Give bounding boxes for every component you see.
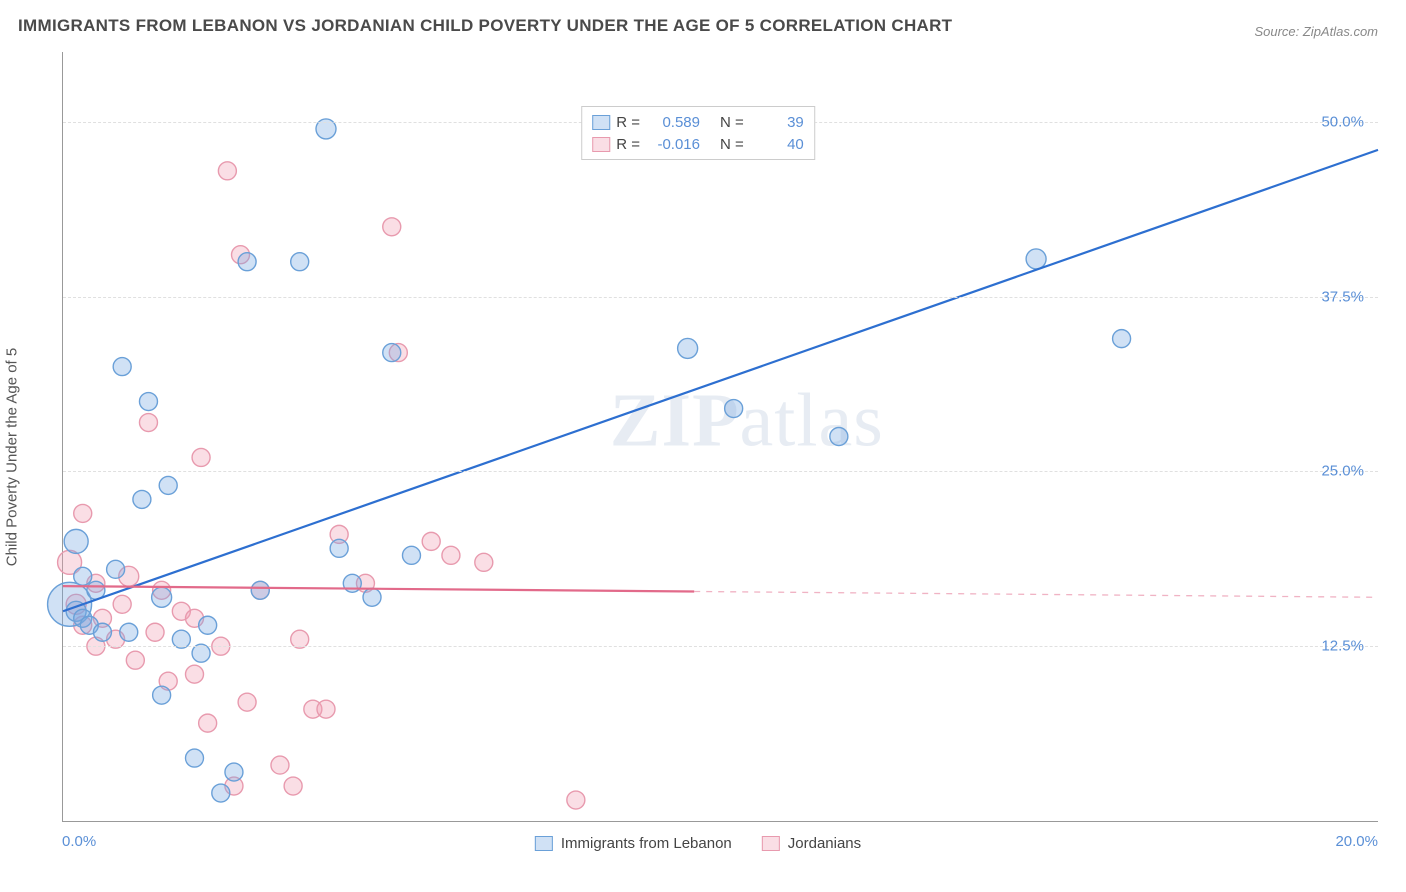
scatter-point xyxy=(1113,330,1131,348)
x-tick-min: 0.0% xyxy=(62,833,96,850)
scatter-point xyxy=(567,791,585,809)
scatter-point xyxy=(153,686,171,704)
legend-swatch-series-1 xyxy=(592,137,610,152)
scatter-point xyxy=(64,529,88,553)
n-value-series-1: 40 xyxy=(754,136,804,153)
scatter-point xyxy=(678,338,698,358)
legend-label-series-0: Immigrants from Lebanon xyxy=(561,835,732,852)
scatter-point xyxy=(139,414,157,432)
scatter-point xyxy=(218,162,236,180)
scatter-point xyxy=(225,763,243,781)
regression-line-extrapolated xyxy=(694,591,1378,597)
scatter-point xyxy=(199,714,217,732)
scatter-point xyxy=(383,344,401,362)
n-label: N = xyxy=(720,114,744,131)
legend-swatch-series-1 xyxy=(762,836,780,851)
r-value-series-0: 0.589 xyxy=(650,114,700,131)
scatter-point xyxy=(251,581,269,599)
scatter-point xyxy=(107,560,125,578)
scatter-point xyxy=(186,665,204,683)
y-tick-label: 37.5% xyxy=(1321,288,1364,305)
scatter-point xyxy=(113,595,131,613)
scatter-point xyxy=(422,532,440,550)
scatter-point xyxy=(238,693,256,711)
legend-item-series-1: Jordanians xyxy=(762,835,861,852)
scatter-point xyxy=(186,749,204,767)
y-tick-label: 50.0% xyxy=(1321,113,1364,130)
legend-swatch-series-0 xyxy=(535,836,553,851)
scatter-point xyxy=(1026,249,1046,269)
scatter-point xyxy=(152,587,172,607)
scatter-point xyxy=(271,756,289,774)
legend-row-series-0: R = 0.589 N = 39 xyxy=(592,111,804,133)
scatter-point xyxy=(442,546,460,564)
scatter-point xyxy=(74,504,92,522)
scatter-point xyxy=(113,358,131,376)
r-label: R = xyxy=(616,114,640,131)
scatter-point xyxy=(126,651,144,669)
scatter-point xyxy=(74,567,92,585)
legend-swatch-series-0 xyxy=(592,115,610,130)
chart-title: IMMIGRANTS FROM LEBANON VS JORDANIAN CHI… xyxy=(18,16,952,36)
scatter-point xyxy=(383,218,401,236)
legend-label-series-1: Jordanians xyxy=(788,835,861,852)
gridline xyxy=(63,471,1378,472)
y-axis-label: Child Poverty Under the Age of 5 xyxy=(4,348,21,566)
scatter-point xyxy=(330,539,348,557)
scatter-point xyxy=(192,448,210,466)
scatter-point xyxy=(475,553,493,571)
x-tick-max: 20.0% xyxy=(1335,833,1378,850)
legend-item-series-0: Immigrants from Lebanon xyxy=(535,835,732,852)
scatter-point xyxy=(725,400,743,418)
r-label: R = xyxy=(616,136,640,153)
scatter-point xyxy=(402,546,420,564)
scatter-point xyxy=(159,476,177,494)
scatter-point xyxy=(291,253,309,271)
gridline xyxy=(63,646,1378,647)
scatter-point xyxy=(120,623,138,641)
regression-line xyxy=(63,150,1378,611)
y-tick-label: 25.0% xyxy=(1321,463,1364,480)
series-legend: Immigrants from Lebanon Jordanians xyxy=(535,835,861,852)
scatter-svg xyxy=(63,52,1378,821)
n-label: N = xyxy=(720,136,744,153)
scatter-point xyxy=(199,616,217,634)
scatter-point xyxy=(139,393,157,411)
scatter-point xyxy=(146,623,164,641)
scatter-point xyxy=(284,777,302,795)
scatter-point xyxy=(93,623,111,641)
scatter-point xyxy=(363,588,381,606)
scatter-point xyxy=(317,700,335,718)
source-attribution: Source: ZipAtlas.com xyxy=(1254,24,1378,39)
plot-area: ZIPatlas 12.5%25.0%37.5%50.0% xyxy=(62,52,1378,822)
legend-row-series-1: R = -0.016 N = 40 xyxy=(592,133,804,155)
n-value-series-0: 39 xyxy=(754,114,804,131)
scatter-point xyxy=(830,428,848,446)
scatter-point xyxy=(133,490,151,508)
scatter-point xyxy=(238,253,256,271)
r-value-series-1: -0.016 xyxy=(650,136,700,153)
gridline xyxy=(63,297,1378,298)
y-tick-label: 12.5% xyxy=(1321,638,1364,655)
scatter-point xyxy=(212,784,230,802)
correlation-legend: R = 0.589 N = 39 R = -0.016 N = 40 xyxy=(581,106,815,160)
chart-container: Child Poverty Under the Age of 5 R = 0.5… xyxy=(18,52,1378,862)
